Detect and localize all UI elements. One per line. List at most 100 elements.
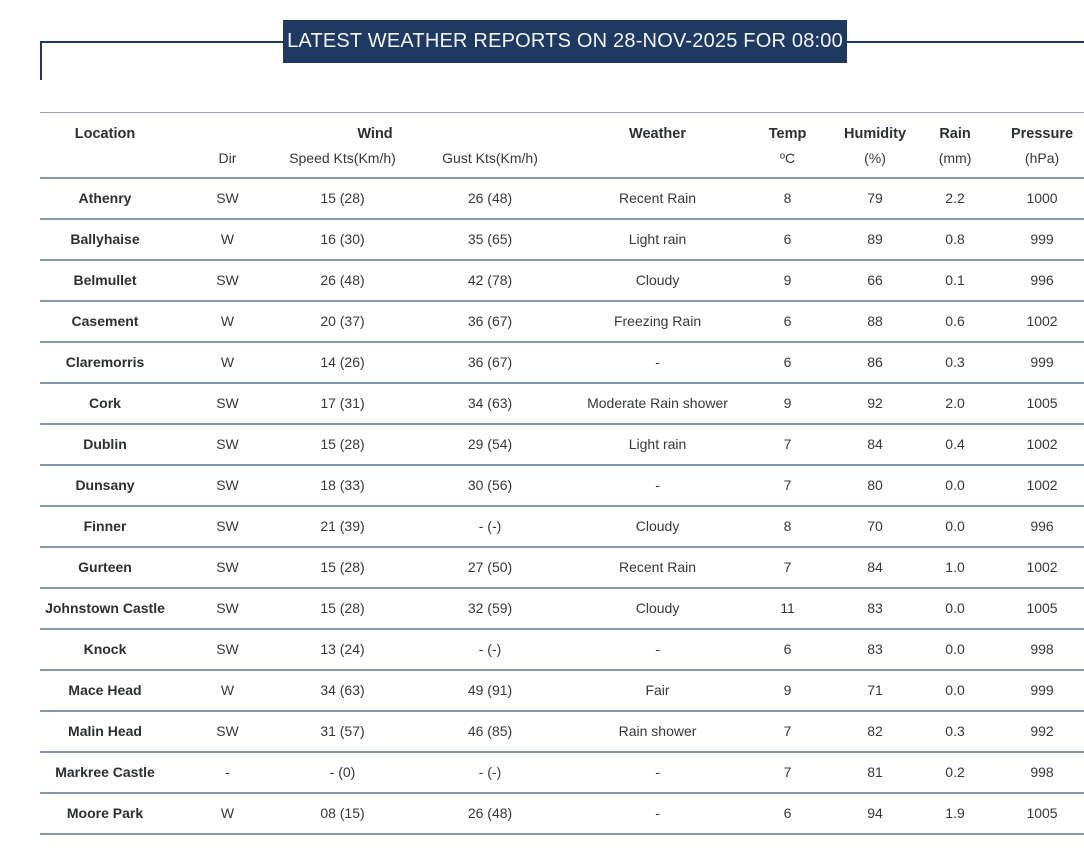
cell-rain: 0.0 <box>910 464 1001 507</box>
cell-weather: - <box>580 464 736 507</box>
cell-humidity: 71 <box>840 669 911 712</box>
col-header-weather: Weather <box>580 112 736 147</box>
cell-wind-dir: SW <box>170 464 285 507</box>
cell-wind-gust: 42 (78) <box>400 259 581 302</box>
table-row: Claremorris W 14 (26) 36 (67) - 6 86 0.3… <box>40 341 1084 384</box>
cell-wind-speed: 20 (37) <box>285 300 400 343</box>
cell-wind-dir: SW <box>170 710 285 753</box>
cell-wind-gust: - (-) <box>400 628 581 671</box>
cell-weather: Freezing Rain <box>580 300 736 343</box>
table-row: Malin Head SW 31 (57) 46 (85) Rain showe… <box>40 710 1084 753</box>
cell-rain: 2.2 <box>910 177 1001 220</box>
cell-wind-gust: 35 (65) <box>400 218 581 261</box>
cell-pressure: 996 <box>1000 259 1084 302</box>
cell-wind-dir: SW <box>170 628 285 671</box>
cell-temp: 9 <box>735 259 841 302</box>
cell-location: Moore Park <box>40 792 170 835</box>
cell-weather: Moderate Rain shower <box>580 382 736 425</box>
cell-temp: 6 <box>735 300 841 343</box>
col-subheader-humidity-unit: (%) <box>840 146 911 179</box>
cell-wind-dir: W <box>170 218 285 261</box>
cell-pressure: 999 <box>1000 669 1084 712</box>
cell-wind-gust: 46 (85) <box>400 710 581 753</box>
cell-location: Casement <box>40 300 170 343</box>
col-header-pressure: Pressure <box>1000 112 1084 147</box>
cell-location: Gurteen <box>40 546 170 589</box>
cell-rain: 0.2 <box>910 751 1001 794</box>
cell-temp: 6 <box>735 218 841 261</box>
cell-weather: Rain shower <box>580 710 736 753</box>
cell-wind-speed: 15 (28) <box>285 177 400 220</box>
col-subheader-weather-blank <box>580 146 736 179</box>
col-header-humidity: Humidity <box>840 112 911 147</box>
cell-humidity: 83 <box>840 587 911 630</box>
table-row: Gurteen SW 15 (28) 27 (50) Recent Rain 7… <box>40 546 1084 589</box>
cell-weather: - <box>580 792 736 835</box>
cell-pressure: 996 <box>1000 505 1084 548</box>
cell-wind-speed: 17 (31) <box>285 382 400 425</box>
weather-report-table: Location Wind Weather Temp Humidity Rain… <box>40 112 1084 835</box>
cell-location: Markree Castle <box>40 751 170 794</box>
cell-wind-dir: W <box>170 669 285 712</box>
cell-wind-gust: 49 (91) <box>400 669 581 712</box>
cell-weather: Light rain <box>580 423 736 466</box>
cell-location: Knock <box>40 628 170 671</box>
cell-location: Cork <box>40 382 170 425</box>
table-row: Mace Head W 34 (63) 49 (91) Fair 9 71 0.… <box>40 669 1084 712</box>
cell-temp: 6 <box>735 341 841 384</box>
cell-wind-speed: 31 (57) <box>285 710 400 753</box>
cell-wind-gust: 27 (50) <box>400 546 581 589</box>
col-header-wind: Wind <box>170 112 581 147</box>
title-rule-corner <box>40 41 42 80</box>
cell-location: Dublin <box>40 423 170 466</box>
cell-rain: 0.1 <box>910 259 1001 302</box>
cell-temp: 9 <box>735 669 841 712</box>
cell-pressure: 1005 <box>1000 587 1084 630</box>
table-row: Dublin SW 15 (28) 29 (54) Light rain 7 8… <box>40 423 1084 466</box>
cell-temp: 6 <box>735 628 841 671</box>
cell-wind-speed: 34 (63) <box>285 669 400 712</box>
cell-temp: 9 <box>735 382 841 425</box>
cell-humidity: 70 <box>840 505 911 548</box>
cell-wind-speed: 21 (39) <box>285 505 400 548</box>
col-header-location: Location <box>40 112 170 147</box>
cell-weather: Cloudy <box>580 587 736 630</box>
cell-wind-dir: SW <box>170 177 285 220</box>
col-subheader-dir: Dir <box>170 146 285 179</box>
col-subheader-blank <box>40 146 170 179</box>
col-header-temp: Temp <box>735 112 841 147</box>
cell-wind-speed: 16 (30) <box>285 218 400 261</box>
cell-humidity: 94 <box>840 792 911 835</box>
cell-wind-speed: 15 (28) <box>285 546 400 589</box>
cell-pressure: 998 <box>1000 628 1084 671</box>
cell-humidity: 88 <box>840 300 911 343</box>
cell-pressure: 1000 <box>1000 177 1084 220</box>
cell-wind-dir: W <box>170 792 285 835</box>
cell-wind-dir: SW <box>170 259 285 302</box>
cell-wind-speed: 14 (26) <box>285 341 400 384</box>
cell-humidity: 79 <box>840 177 911 220</box>
header-group-row: Location Wind Weather Temp Humidity Rain… <box>40 112 1084 147</box>
cell-location: Mace Head <box>40 669 170 712</box>
cell-humidity: 80 <box>840 464 911 507</box>
cell-wind-dir: SW <box>170 546 285 589</box>
cell-rain: 2.0 <box>910 382 1001 425</box>
col-subheader-rain-unit: (mm) <box>910 146 1001 179</box>
cell-temp: 11 <box>735 587 841 630</box>
cell-location: Johnstown Castle <box>40 587 170 630</box>
cell-rain: 0.3 <box>910 710 1001 753</box>
cell-wind-dir: W <box>170 300 285 343</box>
header-unit-row: Dir Speed Kts(Km/h) Gust Kts(Km/h) ºC (%… <box>40 146 1084 179</box>
col-subheader-pressure-unit: (hPa) <box>1000 146 1084 179</box>
cell-wind-gust: 26 (48) <box>400 177 581 220</box>
cell-pressure: 999 <box>1000 218 1084 261</box>
cell-humidity: 82 <box>840 710 911 753</box>
cell-location: Malin Head <box>40 710 170 753</box>
cell-pressure: 999 <box>1000 341 1084 384</box>
cell-temp: 7 <box>735 423 841 466</box>
table-body: Athenry SW 15 (28) 26 (48) Recent Rain 8… <box>40 177 1084 835</box>
cell-wind-speed: 15 (28) <box>285 587 400 630</box>
cell-wind-gust: 34 (63) <box>400 382 581 425</box>
table-header: Location Wind Weather Temp Humidity Rain… <box>40 112 1084 179</box>
cell-wind-gust: - (-) <box>400 751 581 794</box>
